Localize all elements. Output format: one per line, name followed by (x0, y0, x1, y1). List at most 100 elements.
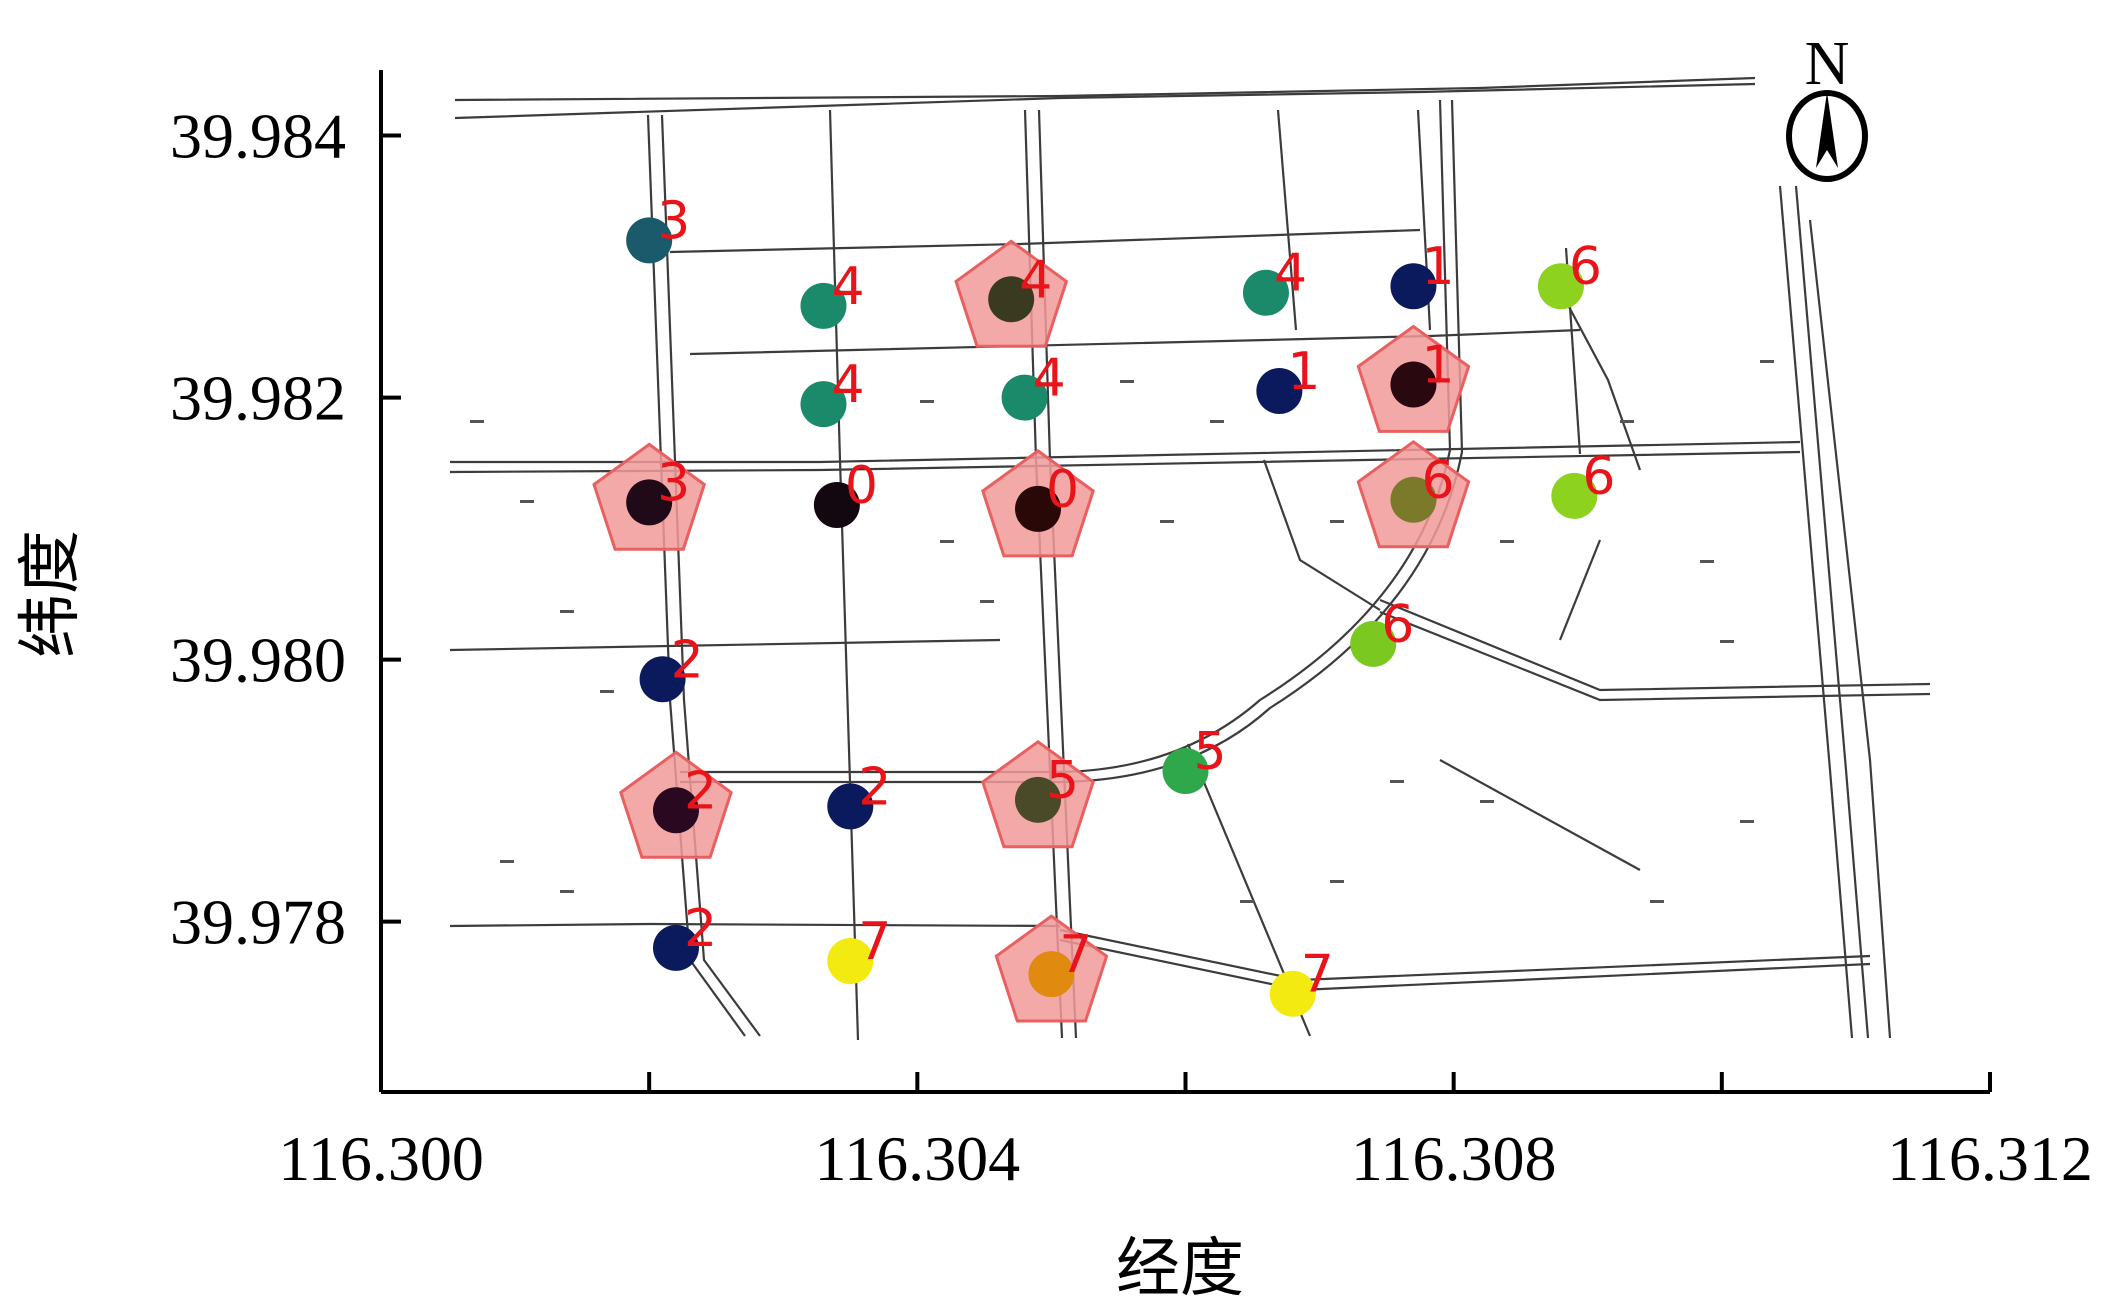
map-dash (1330, 520, 1344, 523)
map-dash (940, 540, 954, 543)
map-dash (470, 420, 484, 423)
data-point: 1 (1256, 342, 1320, 415)
point-marker (1269, 970, 1316, 1017)
point-label: 4 (1033, 349, 1066, 409)
data-point: 2 (827, 757, 891, 830)
data-point: 2 (619, 750, 733, 859)
point-marker (652, 924, 699, 971)
point-marker (1015, 485, 1062, 532)
point-marker (1350, 620, 1397, 667)
data-point: 3 (592, 442, 707, 551)
axes: 116.300 116.304 116.308 116.312 39.978 39.980… (170, 70, 2093, 1194)
point-label: 5 (1046, 751, 1079, 811)
road (1059, 928, 1871, 982)
x-tick-label: 116.300 (278, 1123, 484, 1194)
data-point: 7 (827, 912, 891, 984)
point-label: 1 (1421, 335, 1454, 395)
point-label: 0 (845, 456, 878, 516)
x-tick-label: 116.308 (1351, 1123, 1557, 1194)
point-marker (1028, 951, 1075, 998)
map-dash (500, 860, 514, 863)
y-tick-label: 39.984 (170, 101, 346, 172)
road (1558, 539, 1602, 641)
road (454, 82, 1756, 120)
map-dash (1160, 520, 1174, 523)
point-marker (626, 479, 673, 526)
point-label: 4 (831, 355, 864, 415)
map-dash (1760, 360, 1774, 363)
point-marker (827, 937, 874, 984)
road (1439, 759, 1641, 871)
map-dash (560, 610, 574, 613)
point-label: 4 (1019, 250, 1052, 310)
north-arrow-letter: N (1805, 30, 1850, 98)
point-label: 2 (858, 757, 891, 817)
data-point: 4 (1242, 244, 1307, 316)
point-label: 7 (1301, 945, 1334, 1005)
data-point: 4 (800, 355, 865, 428)
data-point: 4 (954, 239, 1069, 348)
road (454, 76, 1756, 102)
point-label: 6 (1569, 237, 1602, 297)
point-label: 2 (671, 630, 704, 690)
map-dash (1740, 820, 1754, 823)
point-marker (1390, 263, 1437, 310)
data-point: 5 (1162, 722, 1227, 794)
y-tick-label: 39.980 (170, 625, 346, 696)
data-point: 5 (981, 739, 1095, 849)
point-marker (1390, 361, 1437, 408)
data-point: 2 (639, 630, 704, 703)
x-tick-label: 116.304 (815, 1123, 1021, 1194)
point-marker (652, 787, 699, 834)
map-dash (600, 690, 614, 693)
data-point: 4 (1001, 349, 1066, 421)
point-marker (800, 381, 847, 428)
road (449, 922, 1061, 928)
road (1379, 610, 1931, 702)
point-label: 1 (1287, 342, 1320, 402)
point-marker (626, 217, 673, 264)
map-dash (1700, 560, 1714, 563)
map-dash (1330, 880, 1344, 883)
point-label: 2 (684, 761, 717, 821)
road (689, 328, 1581, 356)
data-point: 0 (813, 456, 878, 529)
point-label: 1 (1421, 237, 1454, 297)
point-marker (1256, 368, 1303, 415)
point-marker (827, 783, 874, 830)
map-dash (520, 500, 534, 503)
road (1379, 598, 1931, 692)
road (1037, 109, 1078, 1039)
x-axis-title: 经度 (1116, 1232, 1244, 1306)
map-dash (1390, 780, 1404, 783)
data-point: 2 (652, 899, 717, 971)
road (1794, 185, 1870, 1039)
road (449, 638, 1001, 652)
road (449, 450, 1801, 474)
point-marker (813, 482, 860, 529)
point-label: 4 (831, 257, 864, 317)
road (1059, 938, 1871, 992)
x-tick-label: 116.312 (1887, 1123, 2093, 1194)
road (1276, 109, 1298, 331)
point-label: 7 (1059, 925, 1092, 985)
north-arrow-needle-icon (1816, 92, 1838, 168)
point-marker (1015, 776, 1062, 823)
y-axis-title: 纬度 (14, 530, 88, 658)
road (828, 109, 860, 1041)
point-marker (1537, 263, 1584, 310)
data-point: 7 (994, 914, 1109, 1023)
road (1559, 289, 1642, 471)
y-tick-label: 39.978 (170, 887, 346, 958)
data-point: 1 (1356, 324, 1471, 433)
data-point: 6 (1537, 237, 1602, 310)
point-label: 3 (657, 453, 690, 513)
point-marker (1551, 472, 1598, 519)
map-dash (1620, 420, 1634, 423)
map-dash (1650, 900, 1664, 903)
map-dash (1720, 640, 1734, 643)
point-marker (1162, 747, 1209, 794)
point-marker (1390, 476, 1437, 523)
